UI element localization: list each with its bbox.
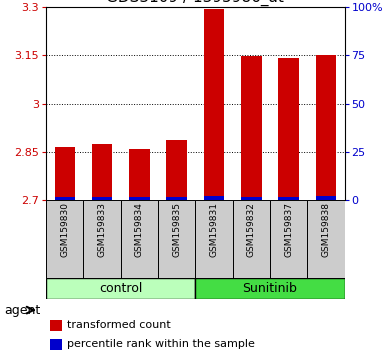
Bar: [50, 339, 62, 350]
Title: GDS3109 / 1395986_at: GDS3109 / 1395986_at: [106, 0, 285, 6]
Bar: [92, 144, 112, 200]
Bar: [129, 197, 150, 200]
Bar: [166, 197, 187, 200]
Bar: [316, 55, 336, 200]
Text: control: control: [99, 282, 142, 295]
Text: percentile rank within the sample: percentile rank within the sample: [67, 339, 255, 349]
Text: Sunitinib: Sunitinib: [243, 282, 298, 295]
Text: GSM159830: GSM159830: [60, 202, 69, 257]
Text: transformed count: transformed count: [67, 320, 171, 331]
Bar: [233, 200, 270, 278]
Bar: [241, 197, 261, 200]
Text: GSM159835: GSM159835: [172, 202, 181, 257]
Text: agent: agent: [4, 304, 40, 316]
Bar: [241, 56, 261, 200]
Bar: [307, 200, 345, 278]
Bar: [55, 197, 75, 200]
Bar: [84, 200, 121, 278]
Bar: [270, 200, 307, 278]
Bar: [46, 200, 84, 278]
Text: GSM159831: GSM159831: [209, 202, 219, 257]
Bar: [46, 278, 195, 299]
Bar: [204, 9, 224, 200]
Bar: [129, 149, 150, 200]
Bar: [55, 147, 75, 200]
Bar: [121, 200, 158, 278]
Text: GSM159837: GSM159837: [284, 202, 293, 257]
Bar: [278, 58, 299, 200]
Bar: [92, 197, 112, 200]
Text: GSM159832: GSM159832: [247, 202, 256, 257]
Bar: [158, 200, 195, 278]
Text: GSM159838: GSM159838: [321, 202, 330, 257]
Text: GSM159834: GSM159834: [135, 202, 144, 257]
Bar: [204, 196, 224, 200]
Bar: [316, 196, 336, 200]
Bar: [278, 197, 299, 200]
Bar: [195, 278, 345, 299]
Bar: [195, 200, 233, 278]
Bar: [166, 139, 187, 200]
Text: GSM159833: GSM159833: [98, 202, 107, 257]
Bar: [50, 320, 62, 331]
